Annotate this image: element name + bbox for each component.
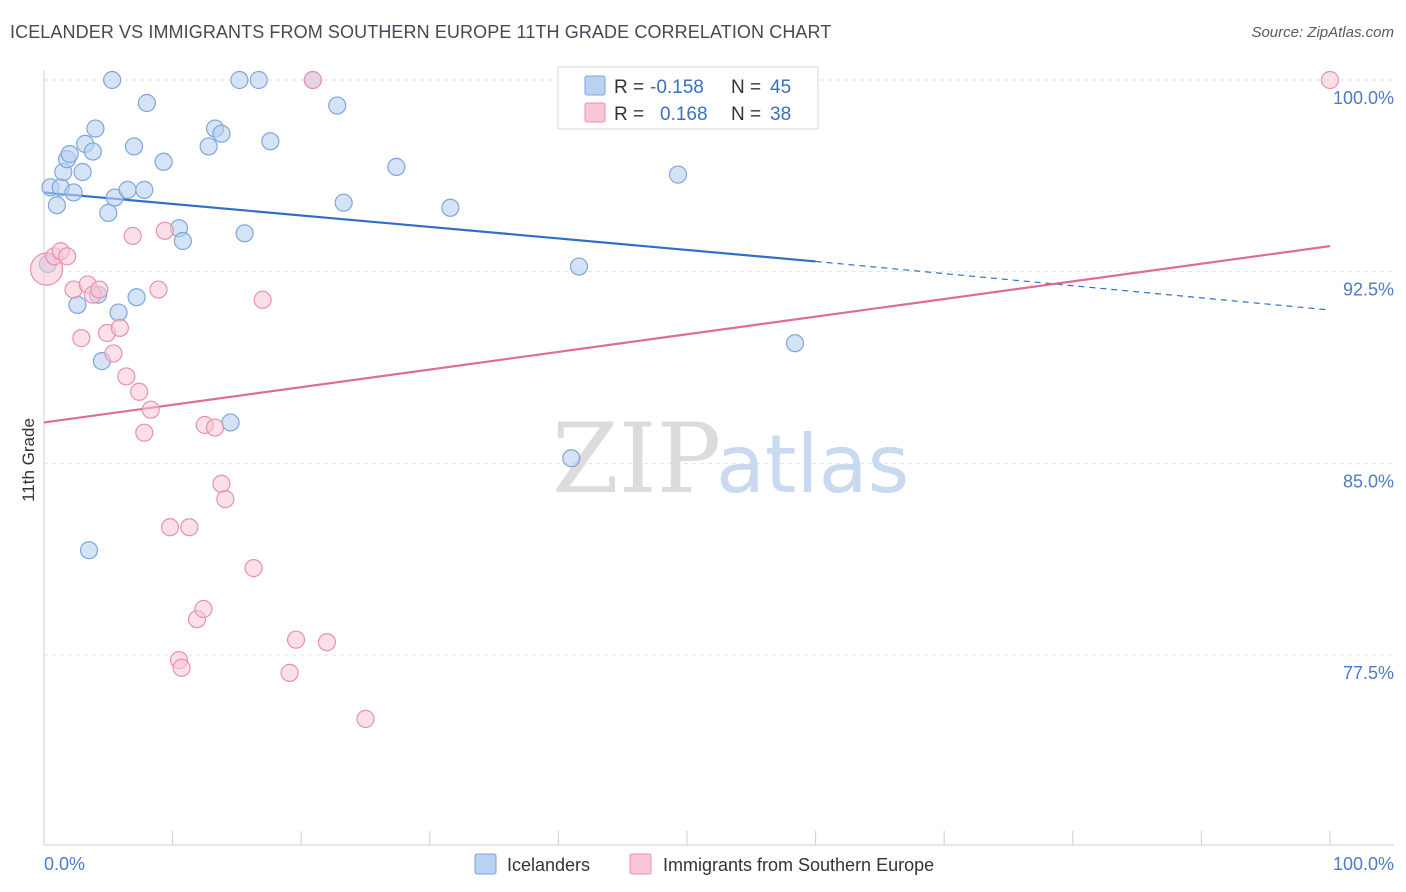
data-point-southern-europe (117, 367, 136, 386)
data-point-icelanders (249, 70, 268, 90)
data-point-icelanders (173, 231, 192, 251)
legend-swatch-pink (584, 102, 606, 123)
data-point-southern-europe (90, 280, 109, 299)
y-tick-label: 77.5% (1343, 663, 1394, 683)
legend: R = -0.158 N = 45 R = 0.168 N = 38 (557, 66, 819, 130)
data-point-southern-europe (72, 329, 91, 348)
data-point-southern-europe (317, 633, 337, 652)
data-point-icelanders (127, 288, 146, 307)
trend-line-icelanders-extension (815, 260, 1331, 311)
legend-r-value: 0.168 (660, 104, 708, 125)
data-point-southern-europe (180, 518, 199, 537)
data-point-southern-europe (123, 226, 142, 245)
y-tick-label: 92.5% (1343, 280, 1394, 300)
chart-source: Source: ZipAtlas.com (1251, 24, 1394, 41)
data-point-icelanders (118, 180, 137, 199)
data-point-icelanders (785, 334, 805, 353)
data-point-icelanders (668, 165, 688, 184)
bottom-legend: Icelanders Immigrants from Southern Euro… (474, 853, 934, 875)
data-point-icelanders (109, 303, 128, 322)
data-point-southern-europe (216, 490, 235, 509)
watermark-atlas: atlas (716, 418, 909, 511)
legend-n-value: 45 (770, 77, 791, 98)
data-point-southern-europe (58, 247, 77, 266)
series-southern-europe (29, 70, 1340, 728)
x-tick-label: 0.0% (44, 854, 85, 874)
data-point-icelanders (137, 93, 156, 113)
data-point-southern-europe (135, 423, 154, 442)
legend-r-label: R = (614, 77, 644, 98)
data-point-icelanders (569, 257, 589, 276)
data-point-icelanders (334, 193, 353, 212)
data-point-icelanders (60, 145, 79, 164)
data-point-icelanders (199, 137, 218, 156)
bottom-legend-label-icelanders: Icelanders (507, 855, 590, 875)
legend-n-label: N = (731, 104, 761, 125)
axes (43, 70, 1394, 846)
data-point-southern-europe (280, 663, 299, 682)
data-point-icelanders (562, 449, 581, 468)
data-point-southern-europe (104, 344, 123, 363)
data-point-southern-europe (194, 599, 213, 619)
data-point-icelanders (83, 142, 102, 161)
bottom-legend-label-southern-europe: Immigrants from Southern Europe (663, 855, 934, 875)
trend-line-icelanders (43, 191, 816, 263)
data-point-icelanders (86, 119, 105, 138)
data-point-icelanders (441, 198, 460, 217)
data-point-southern-europe (356, 709, 375, 728)
data-point-icelanders (73, 162, 92, 182)
trend-line-southern-europe (43, 245, 1331, 424)
data-point-southern-europe (130, 382, 149, 401)
data-point-icelanders (328, 96, 347, 115)
data-point-southern-europe (286, 630, 306, 649)
data-point-southern-europe (303, 70, 322, 90)
data-point-southern-europe (205, 418, 225, 437)
data-point-southern-europe (212, 474, 231, 493)
data-point-southern-europe (253, 290, 272, 309)
data-point-southern-europe (244, 559, 263, 578)
x-tick-label: 100.0% (1333, 854, 1394, 874)
legend-swatch-blue (584, 75, 606, 96)
data-point-icelanders (64, 183, 83, 202)
data-point-icelanders (124, 137, 144, 156)
trend-lines (43, 191, 1331, 424)
data-point-icelanders (154, 152, 173, 171)
y-tick-label: 100.0% (1333, 88, 1394, 108)
y-tick-labels: 100.0% 92.5% 85.0% 77.5% (1333, 88, 1394, 683)
legend-n-label: N = (731, 77, 761, 98)
data-point-icelanders (103, 70, 122, 90)
data-point-southern-europe (149, 280, 168, 299)
legend-r-label: R = (614, 104, 644, 125)
data-point-southern-europe (172, 658, 191, 677)
data-point-icelanders (235, 224, 254, 243)
data-point-icelanders (47, 196, 66, 215)
legend-n-value: 38 (770, 104, 791, 125)
data-point-southern-europe (110, 318, 129, 337)
bottom-legend-swatch-blue (474, 853, 497, 875)
y-tick-label: 85.0% (1343, 471, 1394, 491)
data-point-icelanders (79, 541, 99, 560)
data-point-southern-europe (1320, 70, 1340, 90)
data-point-icelanders (221, 413, 240, 432)
data-point-icelanders (387, 157, 406, 176)
data-point-icelanders (68, 295, 87, 314)
data-point-icelanders (261, 132, 280, 151)
data-point-southern-europe (160, 518, 180, 537)
data-point-icelanders (230, 70, 249, 90)
data-point-southern-europe (155, 221, 174, 240)
y-axis-title: 11th Grade (19, 418, 38, 502)
x-tick-labels: 0.0% 100.0% (44, 854, 1394, 874)
series-icelanders (38, 70, 805, 560)
chart-title: ICELANDER VS IMMIGRANTS FROM SOUTHERN EU… (10, 22, 832, 42)
data-point-icelanders (99, 203, 118, 222)
data-point-southern-europe (141, 400, 160, 419)
legend-r-value: -0.158 (650, 77, 704, 98)
data-point-icelanders (212, 124, 231, 143)
data-point-icelanders (135, 180, 154, 199)
bottom-legend-swatch-pink (629, 853, 652, 875)
